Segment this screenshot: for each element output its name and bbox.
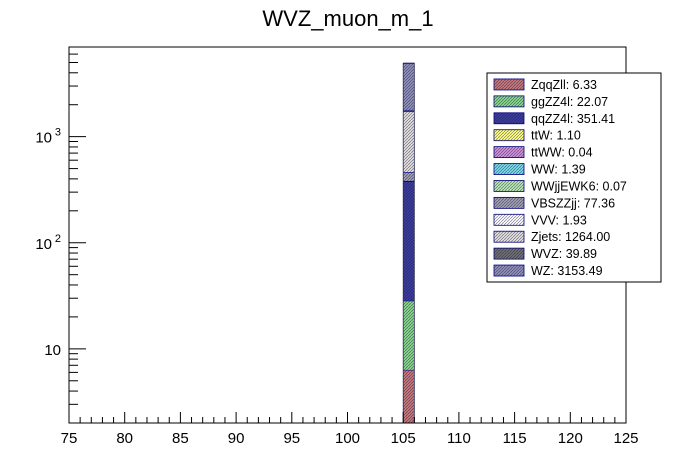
legend-label-zqqzll: ZqqZll: 6.33: [531, 78, 597, 92]
bar-segment-hatch-wz: [403, 63, 415, 111]
x-axis: 75 80 85 90 95 100 105 110 115 120 125: [61, 412, 639, 447]
legend-swatch-hatch-zqqzll: [494, 78, 524, 90]
x-tick-label: 75: [61, 430, 78, 447]
legend-label-ttww: ttWW: 0.04: [531, 146, 593, 160]
bar-segment-hatch-zqqzll: [403, 369, 415, 423]
x-tick-label: 100: [335, 430, 360, 447]
x-tick-label: 125: [613, 430, 638, 447]
x-tick-label: 80: [116, 430, 133, 447]
bar-segment-hatch-qqzz4l: [403, 181, 415, 301]
chart-title: WVZ_muon_m_1: [262, 6, 433, 31]
legend-swatch-hatch-wz: [494, 265, 524, 277]
stacked-bars: [402, 62, 415, 424]
legend-label-wwjjewk6: WWjjEWK6: 0.07: [531, 179, 627, 193]
legend-label-ww: WW: 1.39: [531, 163, 586, 177]
legend-label-ggzz4l: ggZZ4l: 22.07: [531, 95, 608, 109]
legend-label-vbszzjj: VBSZZjj: 77.36: [531, 196, 615, 210]
x-tick-label: 110: [447, 430, 471, 447]
bar-segment-hatch-wvz: [403, 110, 415, 112]
x-tick-label: 120: [558, 430, 583, 447]
bar-segment-hatch-ggzz4l: [403, 300, 415, 370]
x-tick-label: 115: [503, 430, 527, 447]
legend-label-qqzz4l: qqZZ4l: 351.41: [531, 112, 615, 126]
legend-swatch-hatch-ggzz4l: [494, 95, 524, 107]
y-tick-label: 10: [35, 236, 52, 253]
legend-swatch-hatch-qqzz4l: [494, 112, 524, 124]
x-tick-label: 90: [228, 430, 245, 447]
legend-swatch-hatch-ttww: [494, 146, 524, 158]
y-tick-exponent: 3: [55, 127, 61, 139]
legend: ZqqZll: 6.33 ggZZ4l: 22.07 qqZZ4l: 351.41 t…: [486, 72, 662, 283]
x-tick-label: 95: [283, 430, 300, 447]
x-tick-label: 85: [172, 430, 189, 447]
y-tick-label: 10: [44, 342, 61, 359]
y-tick-label: 10: [35, 130, 52, 147]
legend-label-zjets: Zjets: 1264.00: [531, 230, 610, 244]
bar-segment-hatch-vbszzjj: [403, 172, 415, 181]
legend-swatch-hatch-ttw: [494, 129, 524, 141]
legend-swatch-hatch-ww: [494, 163, 524, 175]
bar-segment-hatch-zjets: [403, 111, 415, 173]
legend-label-ttw: ttW: 1.10: [531, 129, 581, 143]
legend-label-wvz: WVZ: 39.89: [531, 247, 597, 261]
y-tick-exponent: 2: [55, 233, 61, 245]
legend-swatch-hatch-vvv: [494, 214, 524, 226]
legend-swatch-hatch-wvz: [494, 248, 524, 260]
legend-label-wz: WZ: 3153.49: [531, 264, 603, 278]
x-tick-label: 105: [391, 430, 416, 447]
legend-swatch-hatch-wwjjewk6: [494, 180, 524, 192]
legend-swatch-hatch-vbszzjj: [494, 197, 524, 209]
legend-swatch-hatch-zjets: [494, 231, 524, 243]
legend-label-vvv: VVV: 1.93: [531, 213, 587, 227]
legend-box: [486, 72, 662, 283]
